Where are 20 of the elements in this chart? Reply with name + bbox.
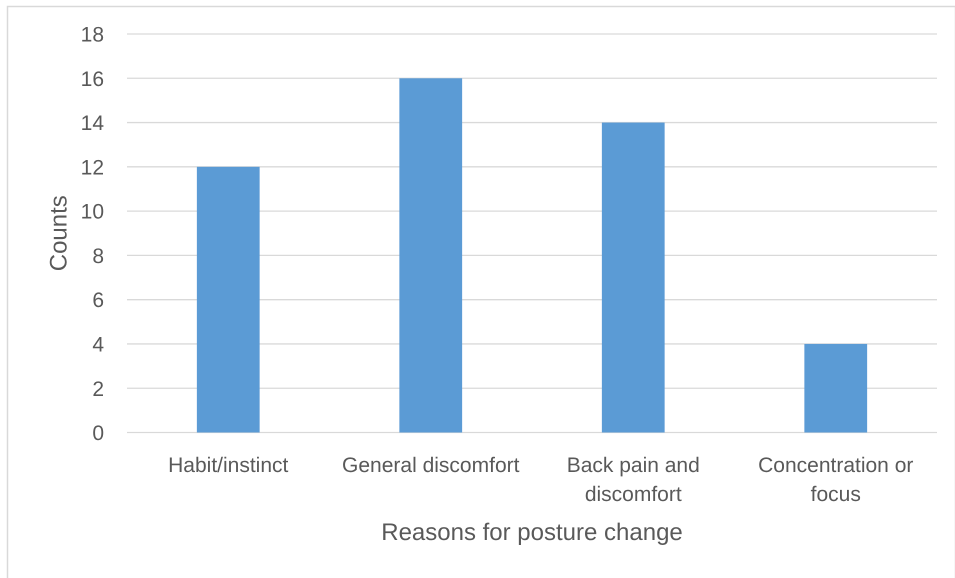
- y-tick-label: 14: [80, 112, 104, 136]
- x-tick-label: Concentration or focus: [758, 454, 914, 506]
- y-tick-label: 0: [92, 422, 104, 446]
- y-tick-label: 16: [80, 68, 104, 91]
- y-axis-title: Counts: [46, 195, 73, 272]
- bar: [196, 166, 260, 432]
- y-tick-label: 18: [80, 24, 104, 47]
- bar: [399, 78, 462, 432]
- x-tick-label: Back pain and discomfort: [566, 454, 700, 506]
- x-tick-label: General discomfort: [342, 454, 520, 477]
- y-tick-label: 6: [92, 289, 104, 312]
- x-axis-title: Reasons for posture change: [381, 519, 683, 546]
- y-tick-label: 10: [80, 200, 104, 224]
- x-tick-label: Habit/instinct: [168, 454, 289, 477]
- bar: [804, 344, 868, 432]
- y-tick-label: 4: [92, 334, 104, 357]
- bar: [602, 122, 665, 432]
- y-tick-label: 2: [92, 378, 104, 401]
- y-tick-label: 8: [92, 244, 104, 268]
- y-tick-label: 12: [80, 156, 104, 180]
